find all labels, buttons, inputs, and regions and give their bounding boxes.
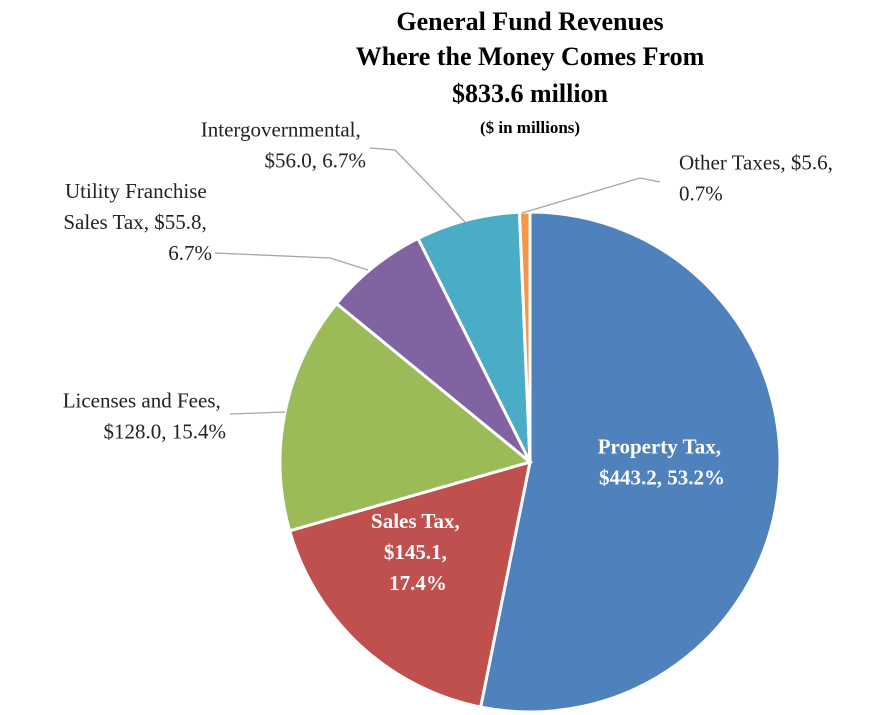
leader-line xyxy=(214,252,369,271)
data-label: Licenses and Fees, $128.0, 15.4% xyxy=(63,389,226,444)
data-label: Utility Franchise Sales Tax, $55.8, 6.7% xyxy=(63,179,212,265)
data-label: Property Tax, $443.2, 53.2% xyxy=(598,435,727,490)
pie-slice xyxy=(287,459,532,709)
pie-slice xyxy=(278,301,534,533)
pie xyxy=(278,210,782,714)
leader-line xyxy=(369,147,466,223)
leader-line xyxy=(229,411,286,415)
data-label: Intergovernmental, $56.0, 6.7% xyxy=(201,118,366,173)
data-label: Sales Tax, $145.1, 17.4% xyxy=(371,509,465,595)
pie-slice xyxy=(416,210,532,463)
leader-line xyxy=(521,177,661,214)
chart-title: General Fund Revenues xyxy=(396,7,663,36)
pie-slice xyxy=(478,210,782,714)
data-label: Other Taxes, $5.6, 0.7% xyxy=(679,151,838,206)
chart-subtitle: ($ in millions) xyxy=(480,118,580,137)
chart-title: Where the Money Comes From xyxy=(356,42,705,71)
chart-title: $833.6 million xyxy=(452,79,609,108)
